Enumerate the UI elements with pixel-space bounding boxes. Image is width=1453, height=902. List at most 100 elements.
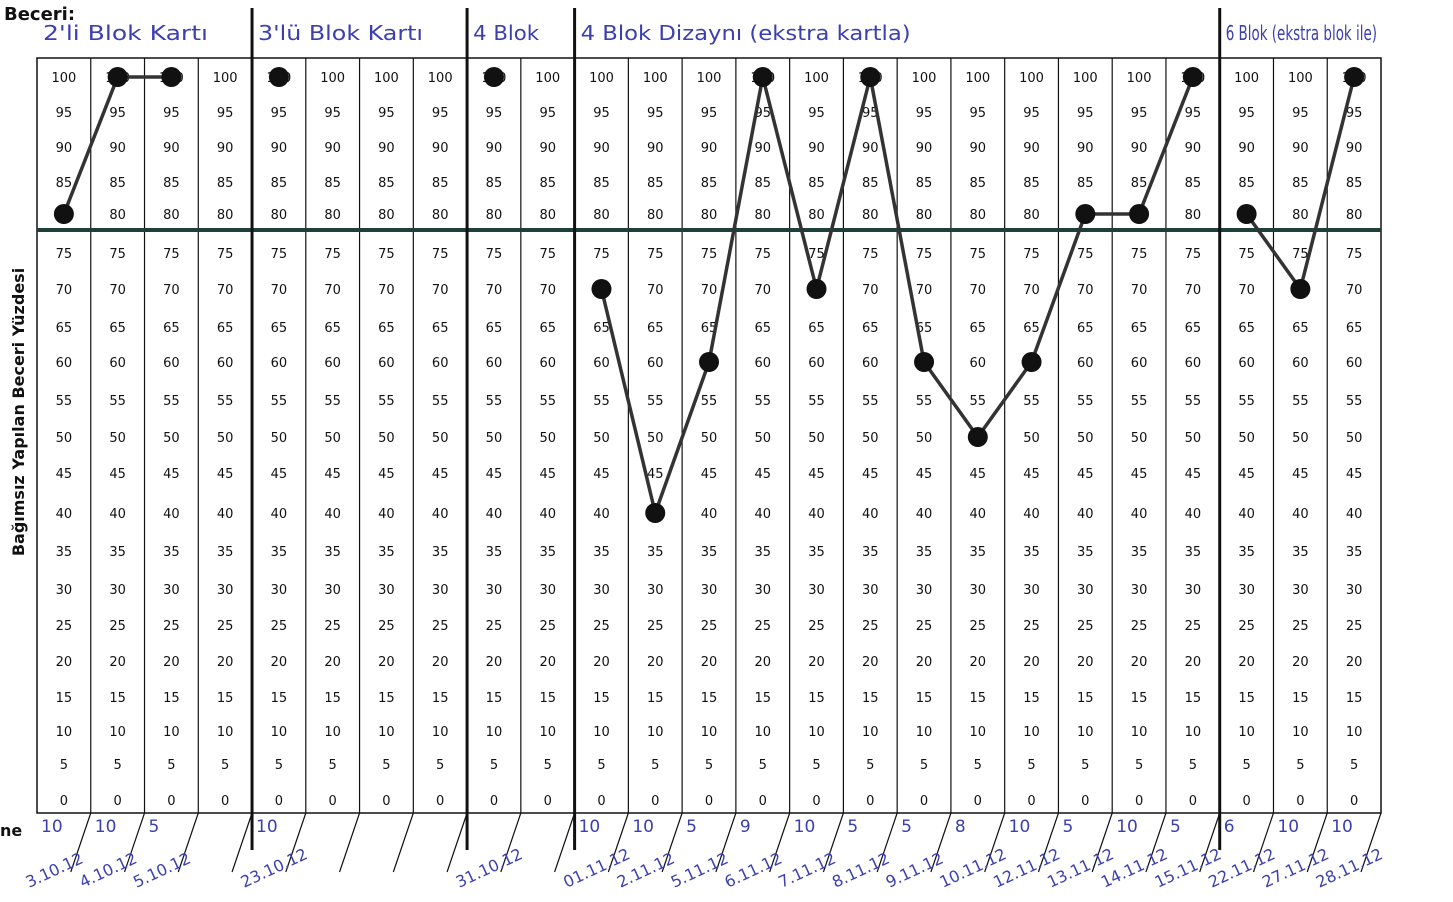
tick-label: 90	[163, 141, 180, 156]
tick-label: 55	[486, 394, 503, 409]
tick-label: 15	[593, 691, 610, 706]
tick-label: 35	[647, 545, 664, 560]
tick-label: 25	[486, 619, 503, 634]
tick-label: 50	[1023, 431, 1040, 446]
tick-label: 55	[324, 394, 341, 409]
tick-label: 15	[163, 691, 180, 706]
tick-label: 100	[965, 71, 990, 86]
tick-label: 90	[1185, 141, 1202, 156]
tick-label: 70	[1346, 283, 1363, 298]
date-slash	[392, 812, 414, 873]
tick-label: 90	[1131, 141, 1148, 156]
session-date: 5.11.12	[668, 849, 731, 892]
tick-label: 85	[647, 176, 664, 191]
tick-label: 10	[539, 725, 556, 740]
tick-label: 20	[486, 655, 503, 670]
tick-label: 20	[56, 655, 73, 670]
phase-lines	[250, 8, 1222, 850]
tick-label: 85	[1131, 176, 1148, 191]
data-point	[268, 67, 289, 87]
tick-label: 40	[539, 507, 556, 522]
data-point	[806, 279, 827, 299]
tick-label: 90	[109, 141, 126, 156]
tick-label: 10	[647, 725, 664, 740]
tick-label: 15	[701, 691, 718, 706]
tick-label: 45	[378, 467, 395, 482]
attempt-count: 10	[1116, 817, 1138, 837]
tick-label: 95	[432, 106, 449, 121]
tick-label: 30	[970, 583, 987, 598]
tick-label: 80	[324, 208, 341, 223]
tick-label: 65	[378, 321, 395, 336]
tick-label: 75	[109, 247, 126, 262]
tick-label: 35	[271, 545, 288, 560]
tick-label: 70	[486, 283, 503, 298]
tick-label: 20	[163, 655, 180, 670]
tick-label: 60	[1238, 356, 1255, 371]
tick-label: 30	[163, 583, 180, 598]
phase-label: 4 Blok Dizaynı (ekstra kartla)	[581, 21, 911, 45]
tick-label: 25	[324, 619, 341, 634]
tick-label: 55	[1023, 394, 1040, 409]
tick-label: 30	[1023, 583, 1040, 598]
tick-label: 55	[432, 394, 449, 409]
tick-label: 95	[1077, 106, 1094, 121]
date-slash	[338, 812, 361, 873]
tick-label: 60	[1185, 356, 1202, 371]
tick-label: 100	[912, 71, 937, 86]
cell-values: 0 5 10 15 20 25 30 35 40 45 50 55 60 65 70 75 80 85 90 95 10…	[51, 71, 1366, 809]
tick-label: 70	[163, 283, 180, 298]
tick-label: 55	[539, 394, 556, 409]
tick-label: 10	[1023, 725, 1040, 740]
tick-label: 60	[1077, 356, 1094, 371]
tick-label: 20	[378, 655, 395, 670]
tick-label: 55	[701, 394, 718, 409]
tick-label: 40	[808, 507, 825, 522]
tick-label: 15	[1023, 691, 1040, 706]
tick-label: 85	[1292, 176, 1309, 191]
tick-label: 75	[1238, 247, 1255, 262]
tick-label: 50	[56, 431, 73, 446]
tick-label: 30	[271, 583, 288, 598]
tick-label: 90	[808, 141, 825, 156]
tick-label: 65	[593, 321, 610, 336]
tick-label: 55	[1238, 394, 1255, 409]
tick-label: 100	[374, 71, 399, 86]
tick-label: 0	[1350, 794, 1358, 809]
tick-label: 95	[1023, 106, 1040, 121]
tick-label: 75	[647, 247, 664, 262]
tick-label: 10	[754, 725, 771, 740]
tick-label: 50	[324, 431, 341, 446]
tick-label: 60	[324, 356, 341, 371]
tick-label: 65	[1185, 321, 1202, 336]
tick-label: 60	[1131, 356, 1148, 371]
tick-label: 20	[1346, 655, 1363, 670]
tick-label: 100	[213, 71, 238, 86]
tick-label: 65	[1131, 321, 1148, 336]
tick-label: 100	[320, 71, 345, 86]
tick-label: 10	[1238, 725, 1255, 740]
tick-label: 20	[432, 655, 449, 670]
series-segment	[976, 360, 1033, 439]
tick-label: 25	[109, 619, 126, 634]
tick-label: 80	[916, 208, 933, 223]
tick-label: 85	[701, 176, 718, 191]
tick-label: 0	[436, 794, 444, 809]
tick-label: 95	[109, 106, 126, 121]
tick-label: 30	[486, 583, 503, 598]
tick-label: 25	[539, 619, 556, 634]
tick-label: 95	[1238, 106, 1255, 121]
tick-label: 95	[1131, 106, 1148, 121]
tick-label: 55	[593, 394, 610, 409]
tick-label: 80	[754, 208, 771, 223]
tick-label: 0	[920, 794, 928, 809]
attempt-count: 10	[794, 817, 816, 837]
tick-label: 35	[163, 545, 180, 560]
tick-label: 30	[324, 583, 341, 598]
tick-label: 70	[970, 283, 987, 298]
tick-label: 25	[1238, 619, 1255, 634]
tick-label: 30	[56, 583, 73, 598]
tick-label: 90	[271, 141, 288, 156]
tick-label: 5	[60, 758, 68, 773]
attempt-count: 6	[1224, 817, 1235, 837]
